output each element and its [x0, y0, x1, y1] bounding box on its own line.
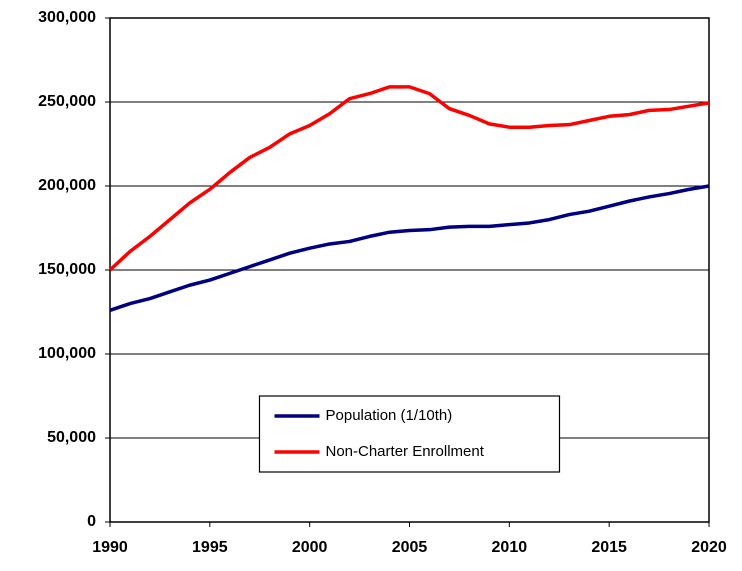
legend-label: Population (1/10th) [326, 407, 453, 424]
series-line [109, 184, 710, 312]
y-tick-label: 250,000 [38, 93, 96, 110]
x-tick-label: 2020 [691, 539, 727, 556]
x-tick-label: 1995 [192, 539, 228, 556]
x-tick-label: 2005 [392, 539, 428, 556]
series-line [108, 85, 710, 272]
y-tick-label: 300,000 [38, 9, 96, 26]
y-tick-label: 100,000 [38, 345, 96, 362]
x-tick-label: 2015 [591, 539, 627, 556]
y-tick-label: 150,000 [38, 261, 96, 278]
legend-box [258, 395, 561, 473]
x-tick-label: 2010 [492, 539, 528, 556]
x-tick-label: 1990 [92, 539, 128, 556]
legend-label: Non-Charter Enrollment [326, 443, 485, 460]
y-tick-label: 200,000 [38, 177, 96, 194]
y-tick-label: 0 [87, 513, 96, 530]
x-tick-label: 2000 [292, 539, 328, 556]
y-tick-label: 50,000 [47, 429, 96, 446]
